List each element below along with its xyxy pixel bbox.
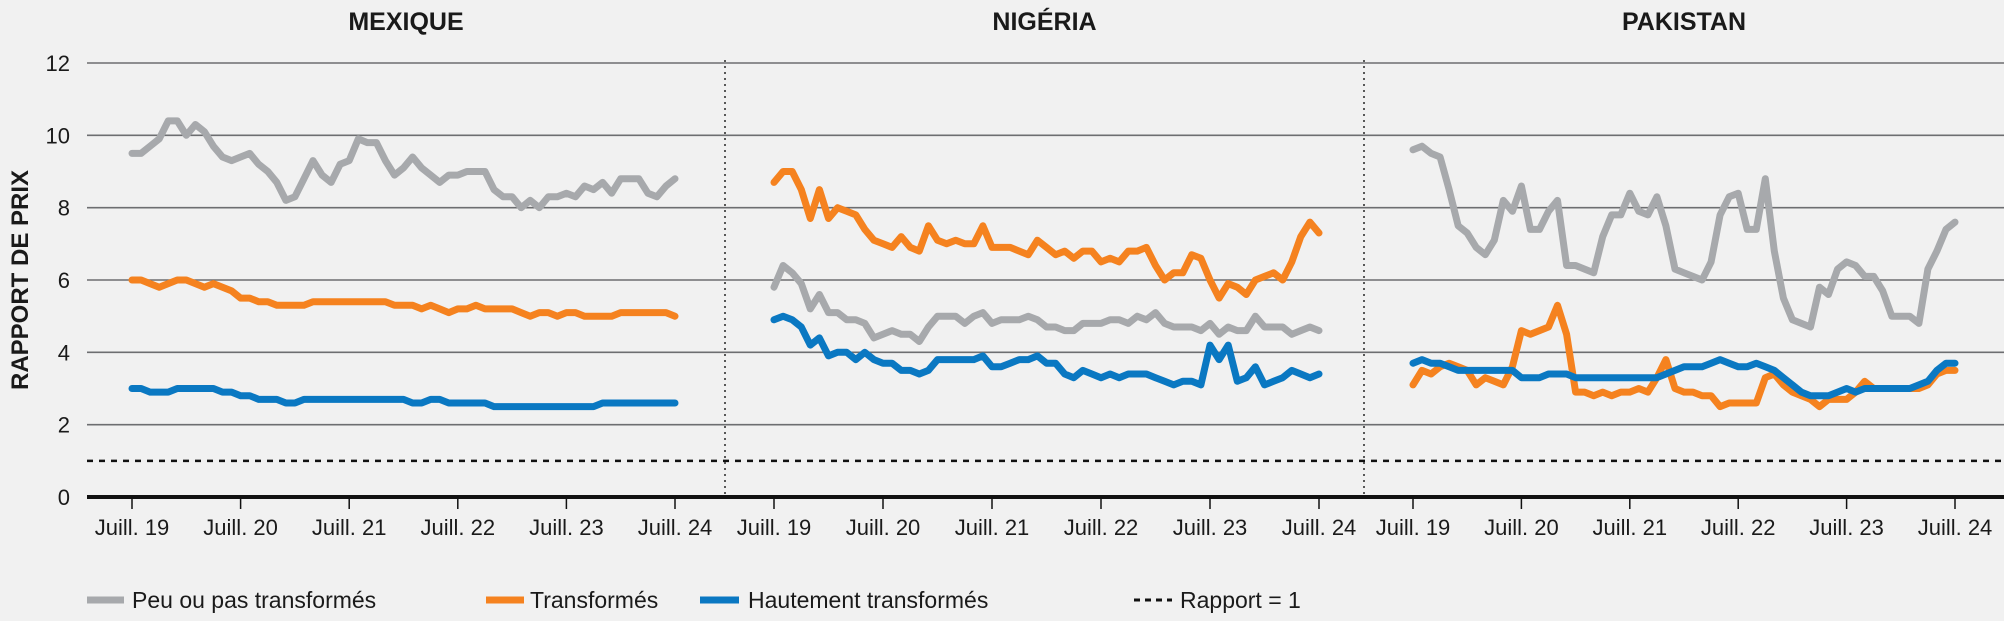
y-tick-label: 12: [46, 51, 70, 76]
y-tick-label: 8: [58, 196, 70, 221]
y-tick-label: 6: [58, 268, 70, 293]
y-tick-label: 2: [58, 413, 70, 438]
legend-label-hautement: Hautement transformés: [748, 587, 988, 613]
x-tick-label: Juill. 19: [737, 515, 812, 540]
series-line-hautement: [128, 385, 679, 411]
x-tick-label: Juill. 24: [1918, 515, 1993, 540]
x-tick-label: Juill. 23: [529, 515, 604, 540]
x-tick-label: Juill. 24: [638, 515, 713, 540]
series-line-transformes: [128, 276, 679, 320]
legend: Peu ou pas transformés Transformés Haute…: [87, 587, 1301, 613]
x-tick-label: Juill. 23: [1173, 515, 1248, 540]
series-line-peu: [128, 117, 679, 212]
x-tick-label: Juill. 22: [1701, 515, 1776, 540]
x-tick-label: Juill. 21: [312, 515, 387, 540]
x-tick-label: Juill. 23: [1809, 515, 1884, 540]
y-axis-label: RAPPORT DE PRIX: [7, 170, 34, 390]
y-tick-label: 10: [46, 123, 70, 148]
y-tick-label: 4: [58, 340, 70, 365]
legend-label-transformes: Transformés: [530, 587, 658, 613]
x-tick-label: Juill. 22: [421, 515, 496, 540]
series-line-peu: [1409, 142, 1959, 331]
x-tick-label: Juill. 20: [203, 515, 278, 540]
x-tick-label: Juill. 21: [955, 515, 1030, 540]
legend-label-ratio: Rapport = 1: [1180, 587, 1301, 613]
x-tick-label: Juill. 20: [846, 515, 921, 540]
x-tick-label: Juill. 19: [95, 515, 170, 540]
legend-label-peu: Peu ou pas transformés: [132, 587, 376, 613]
series-line-peu: [770, 262, 1323, 345]
series-line-hautement: [1409, 356, 1959, 400]
x-tick-label: Juill. 21: [1593, 515, 1668, 540]
panel-title: MEXIQUE: [348, 8, 463, 36]
panel-title: NIGÉRIA: [992, 7, 1096, 36]
series-line-transformes: [1409, 301, 1959, 411]
series-line-transformes: [770, 168, 1323, 302]
x-tick-label: Juill. 22: [1064, 515, 1139, 540]
series-line-hautement: [770, 312, 1323, 389]
x-tick-label: Juill. 20: [1484, 515, 1559, 540]
panel-title: PAKISTAN: [1622, 8, 1746, 36]
y-tick-label: 0: [58, 485, 70, 510]
x-tick-label: Juill. 24: [1282, 515, 1357, 540]
x-tick-label: Juill. 19: [1376, 515, 1451, 540]
